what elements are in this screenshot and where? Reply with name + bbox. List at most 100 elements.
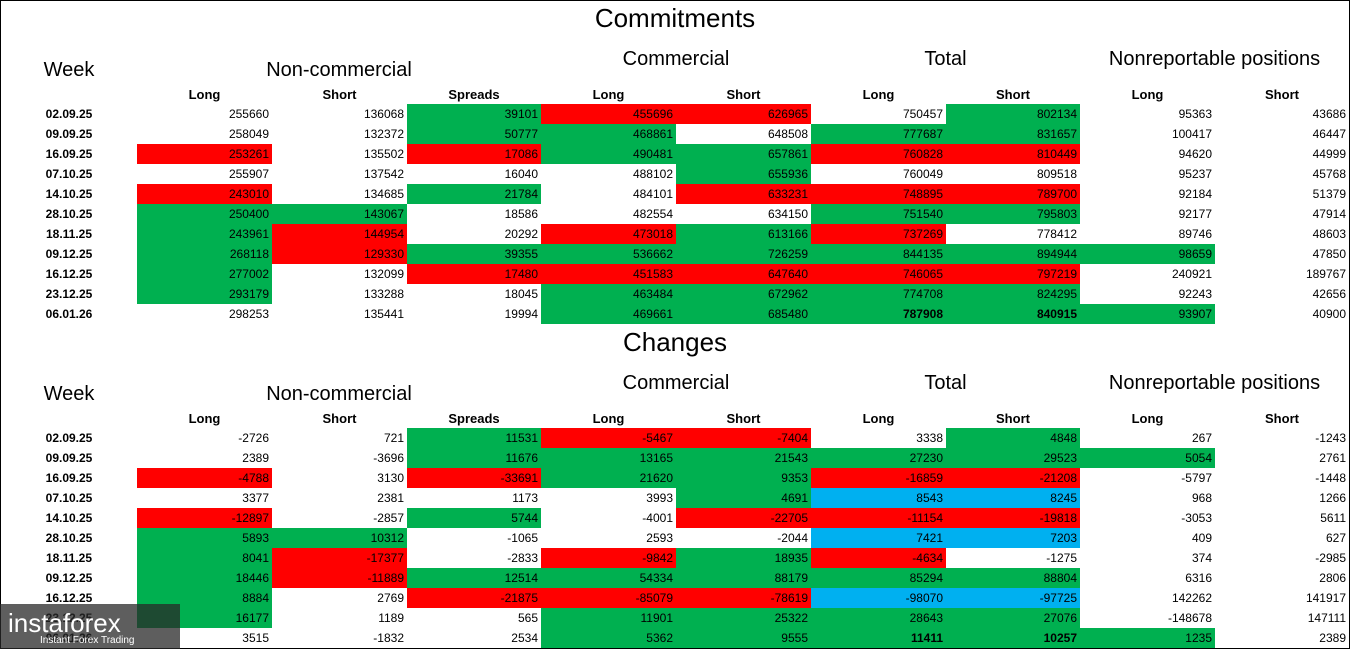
column-header: Short bbox=[1215, 84, 1350, 105]
value-cell: -11154 bbox=[811, 508, 947, 529]
week-cell: 14.10.25 bbox=[0, 508, 138, 529]
value-cell: 721 bbox=[272, 428, 408, 449]
value-cell: 4848 bbox=[946, 428, 1081, 449]
value-cell: 135441 bbox=[272, 304, 408, 325]
value-cell: -2726 bbox=[137, 428, 273, 449]
value-cell: 11411 bbox=[811, 628, 947, 649]
value-cell: 137542 bbox=[272, 164, 408, 185]
value-cell: 685480 bbox=[676, 304, 812, 325]
value-cell: 147111 bbox=[1215, 608, 1350, 629]
value-cell: 3993 bbox=[541, 488, 677, 509]
value-cell: -4788 bbox=[137, 468, 273, 489]
value-cell: -16859 bbox=[811, 468, 947, 489]
value-cell: -9842 bbox=[541, 548, 677, 569]
group-header: Total bbox=[811, 36, 1081, 85]
value-cell: 774708 bbox=[811, 284, 947, 305]
week-cell: 28.10.25 bbox=[0, 204, 138, 225]
value-cell: 268118 bbox=[137, 244, 273, 265]
value-cell: 27076 bbox=[946, 608, 1081, 629]
value-cell: 1235 bbox=[1080, 628, 1216, 649]
column-header: Long bbox=[1080, 408, 1216, 429]
value-cell: 626965 bbox=[676, 104, 812, 125]
value-cell: 565 bbox=[407, 608, 542, 629]
value-cell: 7203 bbox=[946, 528, 1081, 549]
value-cell: 39101 bbox=[407, 104, 542, 125]
value-cell: 277002 bbox=[137, 264, 273, 285]
value-cell: 488102 bbox=[541, 164, 677, 185]
column-header: Short bbox=[272, 84, 408, 105]
value-cell: 43686 bbox=[1215, 104, 1350, 125]
value-cell: 490481 bbox=[541, 144, 677, 165]
value-cell: 746065 bbox=[811, 264, 947, 285]
value-cell: 18935 bbox=[676, 548, 812, 569]
watermark-tagline: Instant Forex Trading bbox=[40, 635, 135, 646]
value-cell: 3130 bbox=[272, 468, 408, 489]
value-cell: 18586 bbox=[407, 204, 542, 225]
week-cell: 18.11.25 bbox=[0, 224, 138, 245]
watermark-brand: instaforex bbox=[8, 608, 121, 638]
column-header: Short bbox=[676, 408, 812, 429]
value-cell: 5362 bbox=[541, 628, 677, 649]
value-cell: 5893 bbox=[137, 528, 273, 549]
value-cell: 267 bbox=[1080, 428, 1216, 449]
value-cell: -1275 bbox=[946, 548, 1081, 569]
column-header: Short bbox=[272, 408, 408, 429]
value-cell: 672962 bbox=[676, 284, 812, 305]
value-cell: 657861 bbox=[676, 144, 812, 165]
value-cell: -1448 bbox=[1215, 468, 1350, 489]
value-cell: 95237 bbox=[1080, 164, 1216, 185]
value-cell: 777687 bbox=[811, 124, 947, 145]
group-header: Nonreportable positions bbox=[1080, 36, 1350, 85]
value-cell: 810449 bbox=[946, 144, 1081, 165]
value-cell: 16040 bbox=[407, 164, 542, 185]
week-cell: 09.09.25 bbox=[0, 448, 138, 469]
value-cell: 2761 bbox=[1215, 448, 1350, 469]
value-cell: 243010 bbox=[137, 184, 273, 205]
value-cell: 2389 bbox=[137, 448, 273, 469]
column-header: Short bbox=[1215, 408, 1350, 429]
value-cell: 463484 bbox=[541, 284, 677, 305]
value-cell: 2593 bbox=[541, 528, 677, 549]
value-cell: 85294 bbox=[811, 568, 947, 589]
value-cell: 93907 bbox=[1080, 304, 1216, 325]
value-cell: 726259 bbox=[676, 244, 812, 265]
value-cell: 9555 bbox=[676, 628, 812, 649]
value-cell: 142262 bbox=[1080, 588, 1216, 609]
value-cell: 2389 bbox=[1215, 628, 1350, 649]
watermark: instaforex Instant Forex Trading bbox=[0, 604, 180, 649]
value-cell: 240921 bbox=[1080, 264, 1216, 285]
column-header: Short bbox=[946, 408, 1081, 429]
value-cell: 48603 bbox=[1215, 224, 1350, 245]
value-cell: 54334 bbox=[541, 568, 677, 589]
value-cell: 2381 bbox=[272, 488, 408, 509]
column-header: Long bbox=[137, 84, 273, 105]
value-cell: 143067 bbox=[272, 204, 408, 225]
value-cell: 468861 bbox=[541, 124, 677, 145]
value-cell: -3696 bbox=[272, 448, 408, 469]
value-cell: 293179 bbox=[137, 284, 273, 305]
value-cell: 748895 bbox=[811, 184, 947, 205]
value-cell: 133288 bbox=[272, 284, 408, 305]
value-cell: 824295 bbox=[946, 284, 1081, 305]
value-cell: 129330 bbox=[272, 244, 408, 265]
value-cell: 298253 bbox=[137, 304, 273, 325]
value-cell: 1173 bbox=[407, 488, 542, 509]
week-cell: 07.10.25 bbox=[0, 164, 138, 185]
value-cell: -85079 bbox=[541, 588, 677, 609]
value-cell: 737269 bbox=[811, 224, 947, 245]
value-cell: 750457 bbox=[811, 104, 947, 125]
value-cell: 95363 bbox=[1080, 104, 1216, 125]
value-cell: 482554 bbox=[541, 204, 677, 225]
value-cell: 10257 bbox=[946, 628, 1081, 649]
value-cell: 648508 bbox=[676, 124, 812, 145]
column-header: Spreads bbox=[407, 84, 542, 105]
value-cell: 18446 bbox=[137, 568, 273, 589]
value-cell: 5611 bbox=[1215, 508, 1350, 529]
value-cell: -2833 bbox=[407, 548, 542, 569]
week-cell: 28.10.25 bbox=[0, 528, 138, 549]
value-cell: 10312 bbox=[272, 528, 408, 549]
value-cell: -33691 bbox=[407, 468, 542, 489]
value-cell: 2806 bbox=[1215, 568, 1350, 589]
value-cell: 802134 bbox=[946, 104, 1081, 125]
value-cell: 134685 bbox=[272, 184, 408, 205]
